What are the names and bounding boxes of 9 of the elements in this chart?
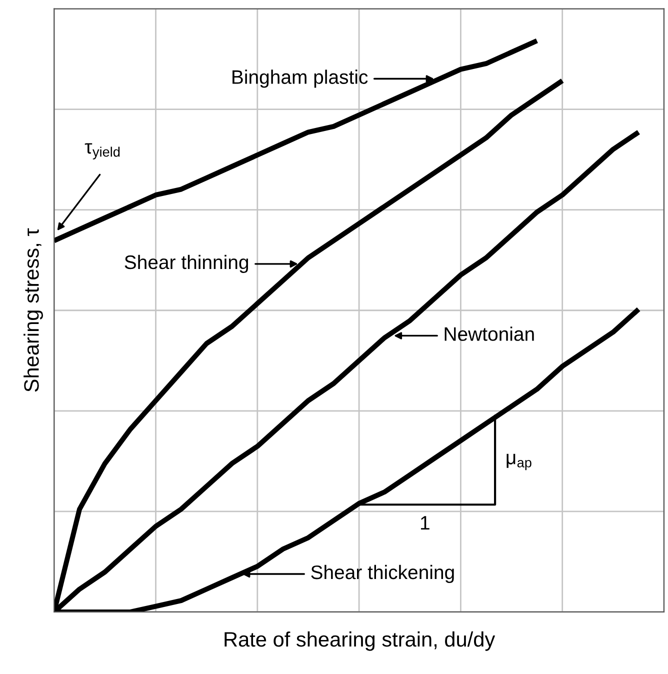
annotation: Shear thickening xyxy=(311,564,454,584)
annotation: Bingham plastic xyxy=(232,70,368,88)
annotation: Newtonian xyxy=(444,326,534,341)
annotation: τ$_{yield}$ xyxy=(84,143,120,160)
annotation: Shear thinning xyxy=(124,254,248,273)
x-axis-title: Rate of shearing strain, du/dy xyxy=(224,631,496,651)
annotation: μ$_{ap}$ xyxy=(506,454,532,470)
annotation: 1 xyxy=(420,516,430,530)
y-axis-title: Shearing stress, τ xyxy=(24,228,43,392)
